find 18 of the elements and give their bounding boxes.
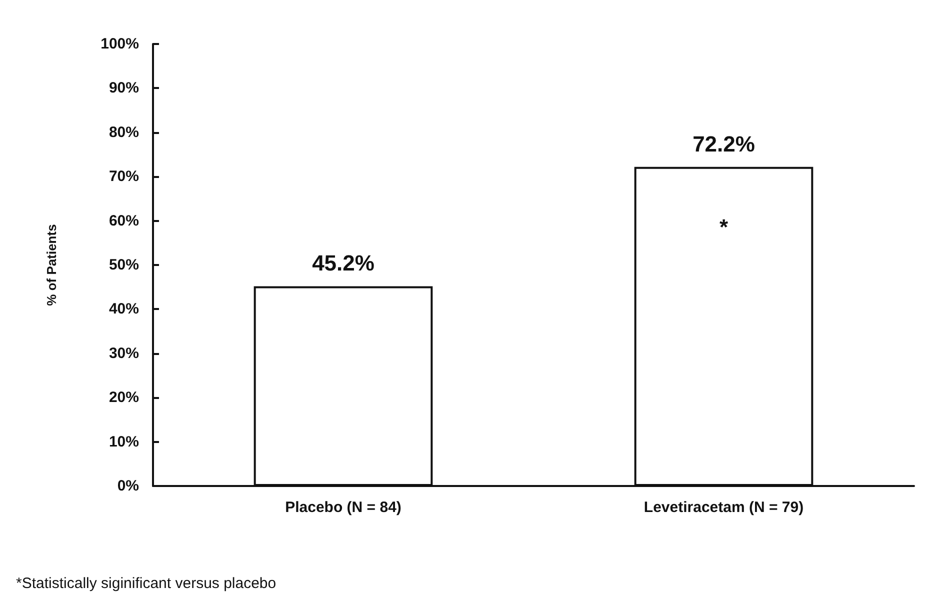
y-tick-label: 80%: [108, 124, 139, 141]
y-tick-label: 90%: [108, 80, 139, 97]
y-tick-label: 30%: [108, 344, 139, 362]
y-tick-label: 70%: [108, 168, 139, 186]
y-tick-label: 40%: [108, 300, 139, 318]
y-tick-label: 60%: [108, 212, 139, 230]
x-tick-label: Levetiracetam (N = 79): [644, 499, 804, 516]
y-tick-label: 10%: [108, 433, 139, 450]
y-tick-label: 20%: [108, 389, 139, 406]
text: *Statistically siginificant versus placebo: [16, 575, 276, 592]
y-tick-label: 0%: [117, 478, 139, 494]
x-tick-label: Placebo (N = 84): [285, 499, 402, 516]
annotation: *: [719, 214, 728, 240]
data-label: 45.2%: [312, 250, 374, 276]
data-label: 72.2%: [692, 131, 755, 156]
y-axis-title: % of Patients: [44, 224, 59, 306]
y-tick-label: 100%: [100, 36, 139, 52]
y-tick-label: 50%: [108, 256, 139, 274]
